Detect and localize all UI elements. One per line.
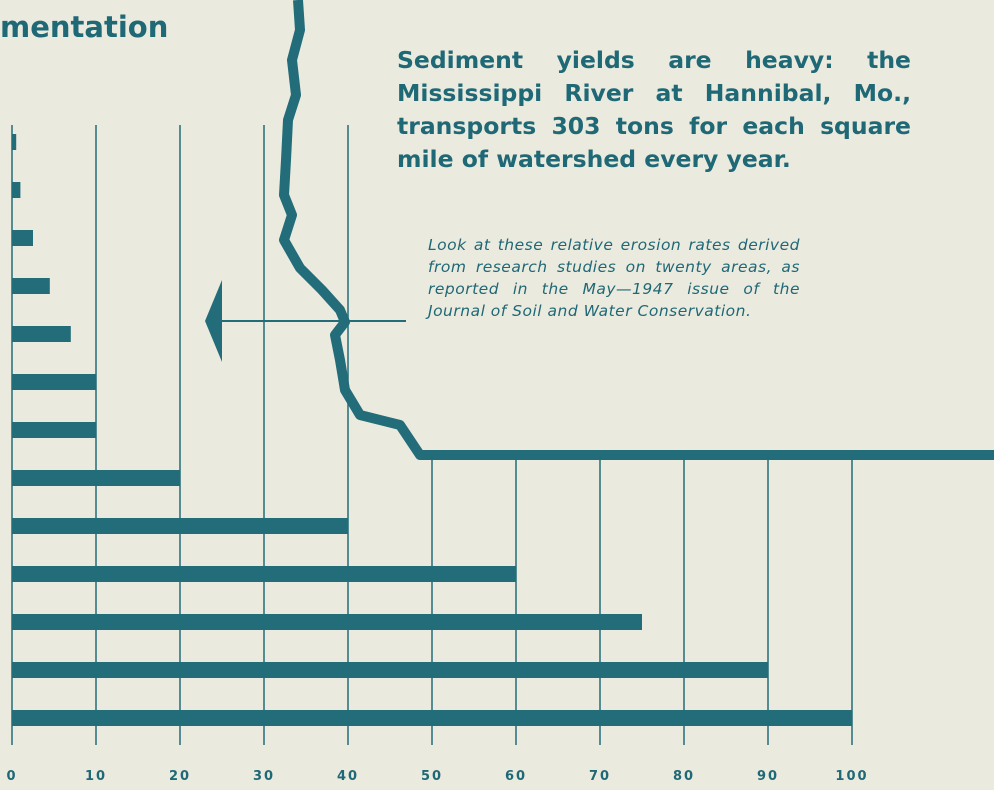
- x-tick-label: 10: [85, 769, 107, 784]
- x-tick-label: 60: [505, 769, 527, 784]
- subtitle: Sediment yields are heavy: the Mississip…: [397, 44, 911, 176]
- bar: [12, 518, 348, 534]
- bar: [12, 278, 50, 294]
- annotation: Look at these relative erosion rates der…: [428, 234, 800, 322]
- bar: [12, 182, 20, 198]
- x-tick-label: 0: [6, 769, 17, 784]
- x-tick-label: 50: [421, 769, 443, 784]
- x-tick-label: 20: [169, 769, 191, 784]
- page: 0 10 20 30 40 50 60 70 80 90 100 mentation Sedimen…: [0, 0, 994, 790]
- arrow-head: [205, 280, 222, 362]
- bar: [12, 710, 852, 726]
- x-tick-label: 80: [673, 769, 695, 784]
- bar: [12, 422, 96, 438]
- bar: [12, 662, 768, 678]
- chart-title: mentation: [0, 10, 168, 44]
- x-tick-label: 90: [757, 769, 779, 784]
- x-tick-label: 40: [337, 769, 359, 784]
- bar: [12, 374, 96, 390]
- bar: [12, 566, 516, 582]
- x-tick-label: 70: [589, 769, 611, 784]
- x-tick-label: 100: [835, 769, 868, 784]
- bar: [12, 326, 71, 342]
- bar: [12, 470, 180, 486]
- x-tick-label: 30: [253, 769, 275, 784]
- bar: [12, 614, 642, 630]
- bar: [12, 134, 16, 150]
- bar: [12, 230, 33, 246]
